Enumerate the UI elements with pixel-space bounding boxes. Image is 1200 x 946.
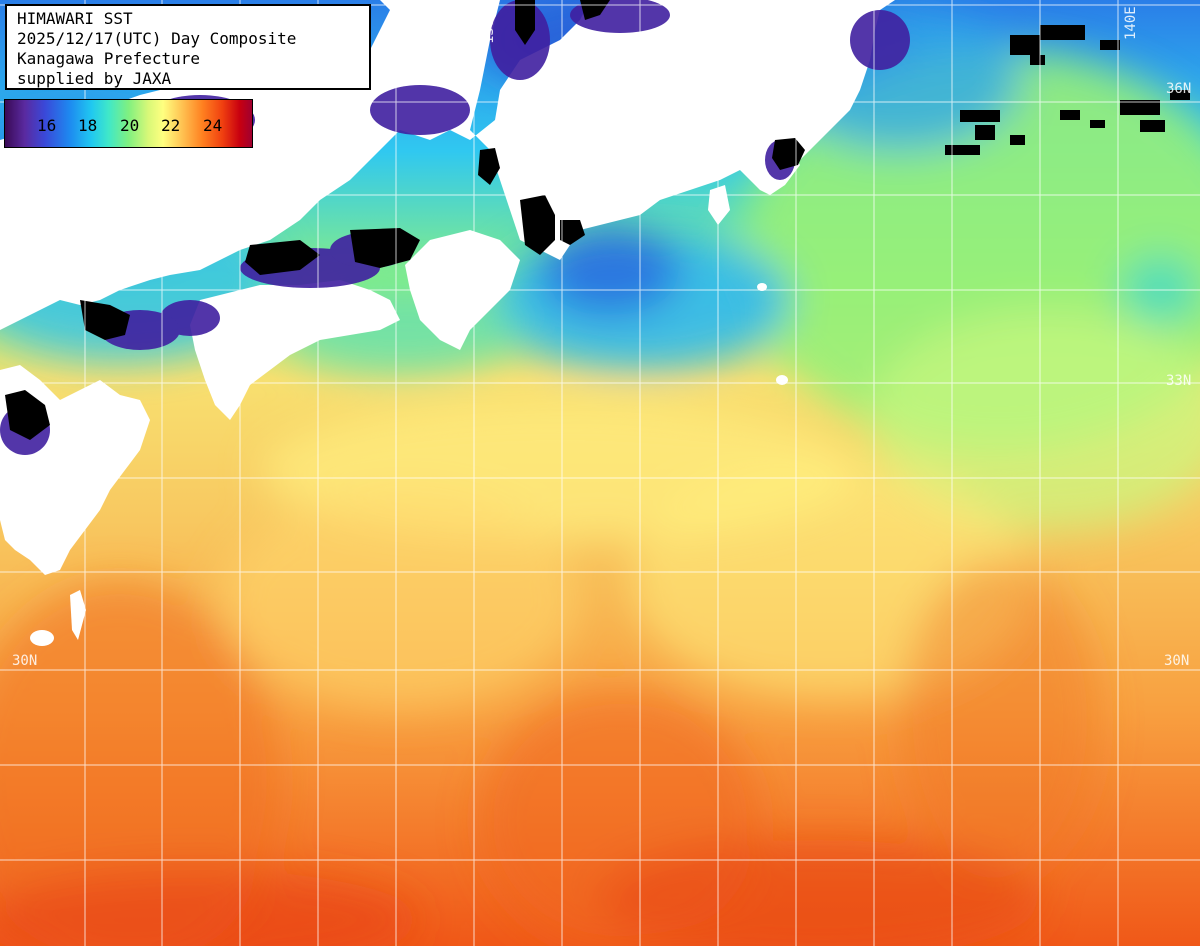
legend-tick: 16 <box>37 116 57 135</box>
lat-label-33n-right: 33N <box>1166 373 1192 389</box>
lat-label-33-left: 33 <box>14 373 31 389</box>
lat-label-30n-left: 30N <box>12 653 38 669</box>
lat-label-36n-right: 36N <box>1166 81 1192 97</box>
info-box: HIMAWARI SST 2025/12/17(UTC) Day Composi… <box>5 4 371 90</box>
legend-tick: 20 <box>120 116 140 135</box>
lon-label-136e: 136E <box>481 10 497 44</box>
map-region: Kanagawa Prefecture <box>17 49 201 68</box>
legend-tick: 18 <box>78 116 98 135</box>
lat-label-30n-right: 30N <box>1164 653 1190 669</box>
map-date: 2025/12/17(UTC) Day Composite <box>17 29 297 48</box>
map-credit: supplied by JAXA <box>17 69 172 88</box>
map-title: HIMAWARI SST <box>17 9 133 28</box>
temperature-legend: 16 18 20 22 24 <box>4 99 253 148</box>
legend-tick: 24 <box>203 116 223 135</box>
legend-tick: 22 <box>161 116 181 135</box>
lon-label-140e: 140E <box>1123 6 1139 40</box>
